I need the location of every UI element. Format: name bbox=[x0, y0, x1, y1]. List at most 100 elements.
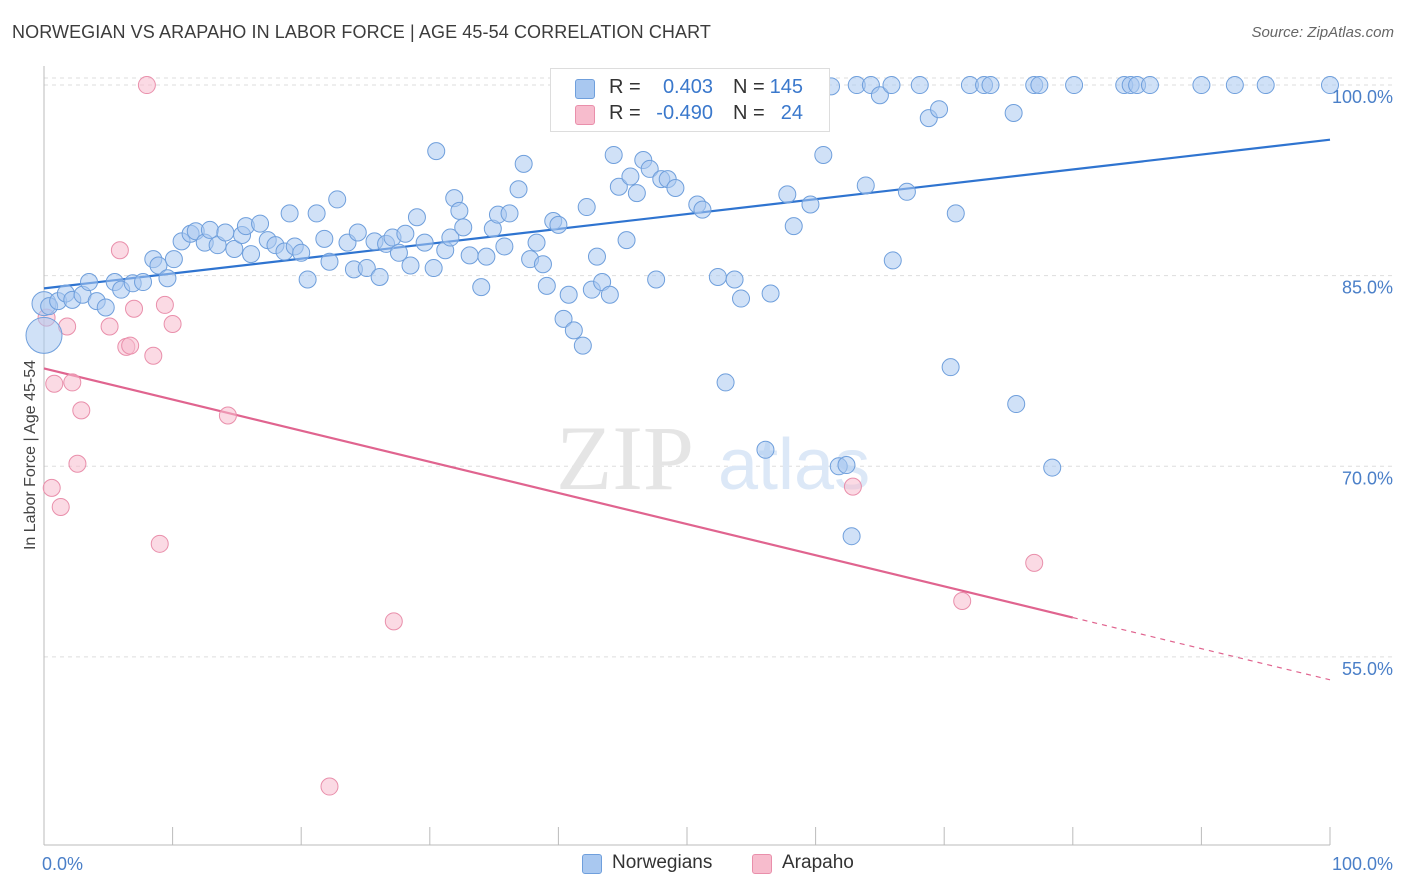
legend-r-label: R = bbox=[609, 102, 641, 124]
norwegian-point bbox=[1043, 458, 1062, 477]
arapaho-point bbox=[110, 241, 129, 260]
arapaho-point bbox=[218, 406, 237, 425]
norwegian-points bbox=[25, 76, 1339, 546]
norwegian-point bbox=[564, 321, 583, 340]
norwegian-point bbox=[621, 167, 640, 186]
watermark-zip: ZIP bbox=[556, 407, 694, 509]
norwegian-point bbox=[225, 239, 244, 258]
arapaho-point bbox=[137, 76, 156, 95]
tick-labels: 55.0% 70.0% 85.0% 100.0% 0.0% 100.0% bbox=[42, 87, 1393, 874]
norwegian-point bbox=[856, 176, 875, 195]
arapaho-point bbox=[63, 373, 82, 392]
norwegian-point bbox=[1140, 76, 1159, 95]
norwegian-point bbox=[251, 214, 270, 233]
norwegian-point bbox=[801, 195, 820, 214]
norwegian-point bbox=[158, 269, 177, 288]
norwegian-point bbox=[756, 440, 775, 459]
arapaho-point bbox=[68, 454, 87, 473]
norwegian-point bbox=[454, 218, 473, 237]
legend-swatch-arapaho bbox=[752, 854, 772, 874]
norwegian-point bbox=[732, 289, 751, 308]
grid-lines bbox=[44, 77, 1392, 658]
norwegian-point bbox=[573, 336, 592, 355]
norwegian-point bbox=[946, 204, 965, 223]
norwegian-point bbox=[80, 273, 99, 292]
norwegian-point bbox=[716, 373, 735, 392]
legend-n-value: 145 bbox=[769, 76, 803, 98]
norwegian-point bbox=[370, 267, 389, 286]
norwegian-point bbox=[472, 278, 491, 297]
norwegian-point bbox=[216, 223, 235, 242]
legend-swatch-pink bbox=[575, 105, 595, 125]
y-tick-label: 100.0% bbox=[1332, 87, 1393, 107]
arapaho-point bbox=[100, 317, 119, 336]
norwegian-point bbox=[604, 145, 623, 164]
norwegian-point bbox=[941, 358, 960, 377]
norwegian-point bbox=[25, 316, 63, 354]
norwegian-point bbox=[600, 285, 619, 304]
norwegian-point bbox=[328, 190, 347, 209]
legend-n-value: 24 bbox=[780, 102, 803, 124]
norwegian-point bbox=[533, 255, 552, 274]
norwegian-point bbox=[396, 224, 415, 243]
norwegian-point bbox=[609, 177, 628, 196]
norwegian-point bbox=[1256, 76, 1275, 95]
norwegian-point bbox=[149, 256, 168, 275]
norwegian-point bbox=[348, 223, 367, 242]
series-legend: Norwegians Arapaho bbox=[0, 852, 1406, 878]
legend-r-value: 0.403 bbox=[662, 76, 713, 98]
legend-swatch-blue bbox=[575, 79, 595, 99]
norwegian-point bbox=[784, 217, 803, 236]
arapaho-point bbox=[384, 612, 403, 631]
norwegian-point bbox=[883, 251, 902, 270]
norwegian-point bbox=[292, 243, 311, 262]
norwegian-point bbox=[910, 76, 929, 95]
norwegian-point bbox=[477, 247, 496, 266]
arapaho-trend-line bbox=[43, 367, 1074, 619]
norwegian-point bbox=[427, 142, 446, 161]
chart-title: NORWEGIAN VS ARAPAHO IN LABOR FORCE | AG… bbox=[12, 22, 711, 42]
norwegian-point bbox=[96, 298, 115, 317]
norwegian-point bbox=[708, 267, 727, 286]
norwegian-point bbox=[242, 245, 261, 264]
axes bbox=[43, 66, 1331, 846]
norwegian-point bbox=[897, 182, 916, 201]
norwegian-point bbox=[693, 200, 712, 219]
norwegian-point bbox=[981, 76, 1000, 95]
source-credit: Source: ZipAtlas.com bbox=[1251, 24, 1394, 41]
norwegian-point bbox=[1004, 104, 1023, 123]
norwegian-point bbox=[1007, 395, 1026, 414]
norwegian-point bbox=[164, 250, 183, 269]
trend-lines bbox=[43, 138, 1331, 681]
y-axis-label: In Labor Force | Age 45-54 bbox=[22, 360, 39, 550]
norwegian-point bbox=[837, 456, 856, 475]
arapaho-point bbox=[1025, 553, 1044, 572]
norwegian-point bbox=[537, 276, 556, 295]
arapaho-trend-extension bbox=[1072, 616, 1331, 681]
norwegian-point bbox=[441, 228, 460, 247]
norwegian-point bbox=[761, 284, 780, 303]
arapaho-point bbox=[843, 477, 862, 496]
norwegian-point bbox=[549, 215, 568, 234]
norwegian-point bbox=[1065, 76, 1084, 95]
arapaho-point bbox=[125, 299, 144, 318]
norwegian-point bbox=[554, 309, 573, 328]
norwegian-point bbox=[315, 229, 334, 248]
x-tick-label: 100.0% bbox=[1332, 854, 1393, 874]
stats-legend: R = 0.403 N = 145 R = -0.490 N = 24 bbox=[550, 68, 830, 132]
norwegian-point bbox=[401, 256, 420, 275]
arapaho-point bbox=[45, 374, 64, 393]
legend-row-norwegians: R = 0.403 N = 145 bbox=[551, 75, 829, 101]
norwegian-point bbox=[1321, 76, 1339, 95]
legend-label-arapaho: Arapaho bbox=[782, 852, 854, 873]
norwegian-point bbox=[627, 184, 646, 203]
norwegian-point bbox=[415, 233, 434, 252]
arapaho-points bbox=[37, 76, 1044, 796]
legend-r-value: -0.490 bbox=[656, 102, 713, 124]
arapaho-point bbox=[51, 497, 70, 516]
norwegian-point bbox=[587, 247, 606, 266]
norwegian-point bbox=[500, 204, 519, 223]
norwegian-point bbox=[298, 270, 317, 289]
arapaho-point bbox=[163, 314, 182, 333]
norwegian-point bbox=[307, 204, 326, 223]
